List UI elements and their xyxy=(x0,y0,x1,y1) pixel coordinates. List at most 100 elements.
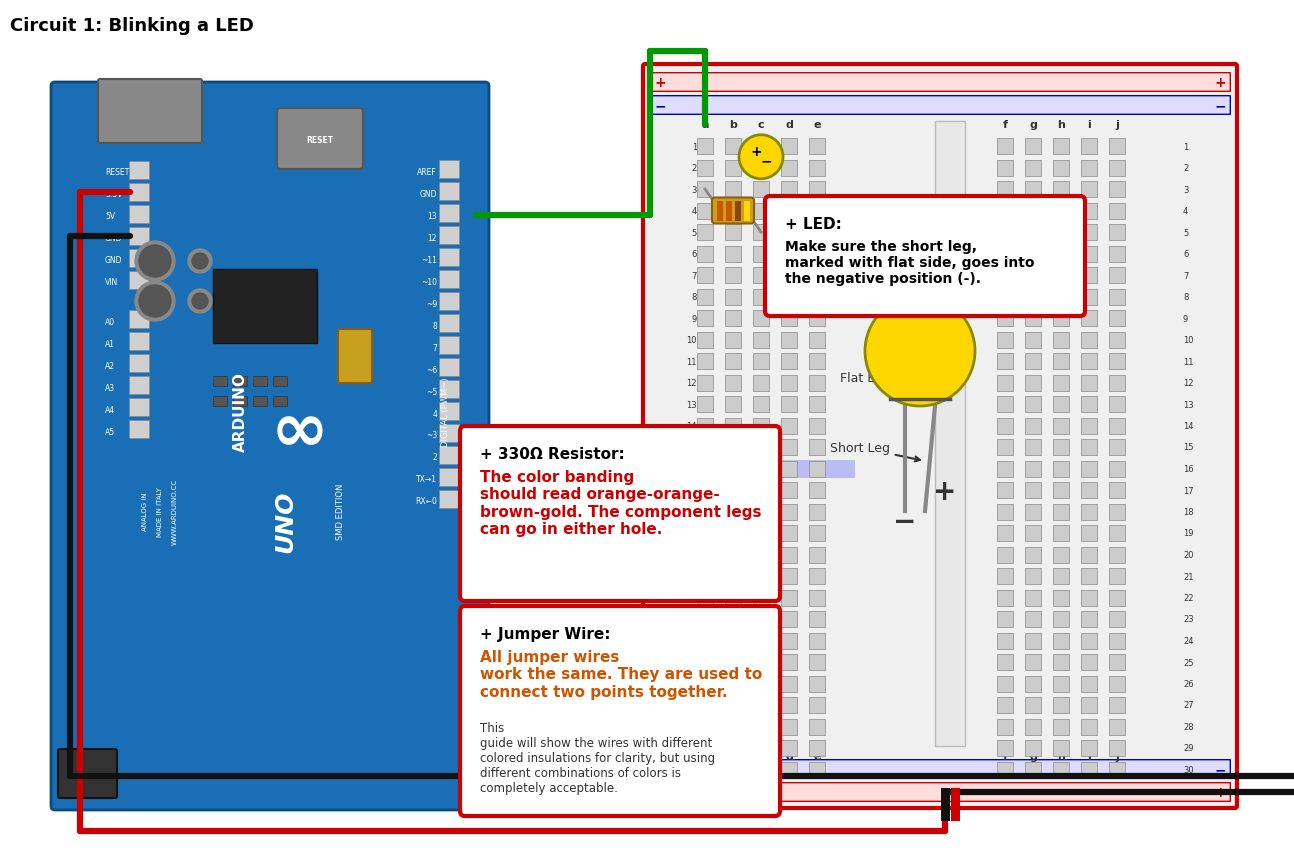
FancyBboxPatch shape xyxy=(697,397,713,412)
Text: + Jumper Wire:: + Jumper Wire: xyxy=(480,626,616,641)
FancyBboxPatch shape xyxy=(697,139,713,155)
FancyBboxPatch shape xyxy=(697,762,713,777)
FancyBboxPatch shape xyxy=(1025,504,1040,520)
FancyBboxPatch shape xyxy=(1109,504,1124,520)
FancyBboxPatch shape xyxy=(439,249,459,267)
FancyBboxPatch shape xyxy=(1025,547,1040,563)
Text: a: a xyxy=(701,120,709,130)
Text: 23: 23 xyxy=(1183,615,1193,623)
FancyBboxPatch shape xyxy=(1053,719,1069,734)
FancyBboxPatch shape xyxy=(58,749,116,798)
FancyBboxPatch shape xyxy=(753,547,769,563)
Text: 13: 13 xyxy=(427,211,437,220)
FancyBboxPatch shape xyxy=(1025,418,1040,434)
Circle shape xyxy=(138,286,171,318)
FancyBboxPatch shape xyxy=(996,418,1013,434)
FancyBboxPatch shape xyxy=(1109,633,1124,648)
FancyBboxPatch shape xyxy=(782,182,797,198)
Text: 19: 19 xyxy=(1183,529,1193,538)
Text: 4: 4 xyxy=(432,409,437,418)
FancyBboxPatch shape xyxy=(1109,203,1124,220)
Text: 11: 11 xyxy=(687,357,697,366)
FancyBboxPatch shape xyxy=(744,201,751,221)
FancyBboxPatch shape xyxy=(697,160,713,177)
FancyBboxPatch shape xyxy=(129,420,149,438)
FancyBboxPatch shape xyxy=(753,568,769,585)
FancyBboxPatch shape xyxy=(996,225,1013,241)
FancyBboxPatch shape xyxy=(753,418,769,434)
Text: −: − xyxy=(1214,99,1225,113)
FancyBboxPatch shape xyxy=(809,568,826,585)
Text: 24: 24 xyxy=(1183,636,1193,645)
Text: MADE IN ITALY: MADE IN ITALY xyxy=(157,486,163,536)
FancyBboxPatch shape xyxy=(996,439,1013,455)
Text: 12: 12 xyxy=(687,379,697,387)
Text: 6: 6 xyxy=(691,250,697,258)
FancyBboxPatch shape xyxy=(996,676,1013,691)
FancyBboxPatch shape xyxy=(1053,397,1069,412)
FancyBboxPatch shape xyxy=(1080,439,1097,455)
FancyBboxPatch shape xyxy=(697,311,713,326)
FancyBboxPatch shape xyxy=(996,203,1013,220)
FancyBboxPatch shape xyxy=(1109,719,1124,734)
FancyBboxPatch shape xyxy=(809,611,826,628)
Text: −: − xyxy=(655,762,666,776)
FancyBboxPatch shape xyxy=(697,482,713,499)
FancyBboxPatch shape xyxy=(254,397,267,406)
FancyBboxPatch shape xyxy=(1109,762,1124,777)
FancyBboxPatch shape xyxy=(1109,246,1124,263)
FancyBboxPatch shape xyxy=(753,740,769,756)
FancyBboxPatch shape xyxy=(1080,139,1097,155)
FancyBboxPatch shape xyxy=(439,337,459,355)
FancyBboxPatch shape xyxy=(809,525,826,542)
FancyBboxPatch shape xyxy=(1109,740,1124,756)
FancyBboxPatch shape xyxy=(809,654,826,670)
FancyBboxPatch shape xyxy=(697,182,713,198)
Text: 7: 7 xyxy=(691,271,697,280)
Text: 12: 12 xyxy=(1183,379,1193,387)
Text: All jumper wires
work the same. They are used to
connect two points together.: All jumper wires work the same. They are… xyxy=(480,649,762,699)
Text: ~3: ~3 xyxy=(426,431,437,440)
FancyBboxPatch shape xyxy=(1053,482,1069,499)
FancyBboxPatch shape xyxy=(809,461,826,477)
Text: −: − xyxy=(760,155,771,169)
FancyBboxPatch shape xyxy=(439,183,459,201)
FancyBboxPatch shape xyxy=(782,633,797,648)
FancyBboxPatch shape xyxy=(809,676,826,691)
FancyBboxPatch shape xyxy=(1053,268,1069,283)
FancyBboxPatch shape xyxy=(1053,332,1069,348)
FancyBboxPatch shape xyxy=(1053,611,1069,628)
FancyBboxPatch shape xyxy=(214,397,226,406)
FancyBboxPatch shape xyxy=(697,611,713,628)
FancyBboxPatch shape xyxy=(809,439,826,455)
Text: This
guide will show the wires with different
colored insulations for clarity, b: This guide will show the wires with diff… xyxy=(480,722,716,794)
FancyBboxPatch shape xyxy=(782,590,797,606)
FancyBboxPatch shape xyxy=(996,525,1013,542)
FancyBboxPatch shape xyxy=(1109,676,1124,691)
Circle shape xyxy=(192,254,208,269)
FancyBboxPatch shape xyxy=(725,719,741,734)
FancyBboxPatch shape xyxy=(1053,633,1069,648)
Text: f: f xyxy=(1003,120,1008,130)
FancyBboxPatch shape xyxy=(996,289,1013,305)
FancyBboxPatch shape xyxy=(439,161,459,179)
Text: +: + xyxy=(1214,785,1225,799)
FancyBboxPatch shape xyxy=(1080,375,1097,391)
FancyBboxPatch shape xyxy=(697,697,713,713)
FancyBboxPatch shape xyxy=(725,676,741,691)
Text: g: g xyxy=(1029,120,1036,130)
FancyBboxPatch shape xyxy=(1080,547,1097,563)
FancyBboxPatch shape xyxy=(1053,182,1069,198)
Text: 18: 18 xyxy=(1183,507,1193,517)
Text: b: b xyxy=(729,751,738,761)
FancyBboxPatch shape xyxy=(1109,311,1124,326)
FancyBboxPatch shape xyxy=(725,332,741,348)
FancyBboxPatch shape xyxy=(1080,203,1097,220)
FancyBboxPatch shape xyxy=(1025,762,1040,777)
FancyBboxPatch shape xyxy=(1025,203,1040,220)
FancyBboxPatch shape xyxy=(129,183,149,201)
FancyBboxPatch shape xyxy=(725,740,741,756)
FancyBboxPatch shape xyxy=(809,160,826,177)
FancyBboxPatch shape xyxy=(1025,633,1040,648)
FancyBboxPatch shape xyxy=(214,376,226,387)
